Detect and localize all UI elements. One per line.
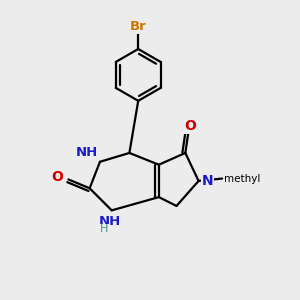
Text: NH: NH (75, 146, 98, 159)
Text: Br: Br (130, 20, 147, 33)
Text: O: O (184, 119, 196, 134)
Text: H: H (100, 224, 109, 235)
Text: methyl: methyl (224, 174, 261, 184)
Text: NH: NH (99, 215, 122, 228)
Text: O: O (51, 170, 63, 184)
Text: N: N (202, 174, 213, 188)
